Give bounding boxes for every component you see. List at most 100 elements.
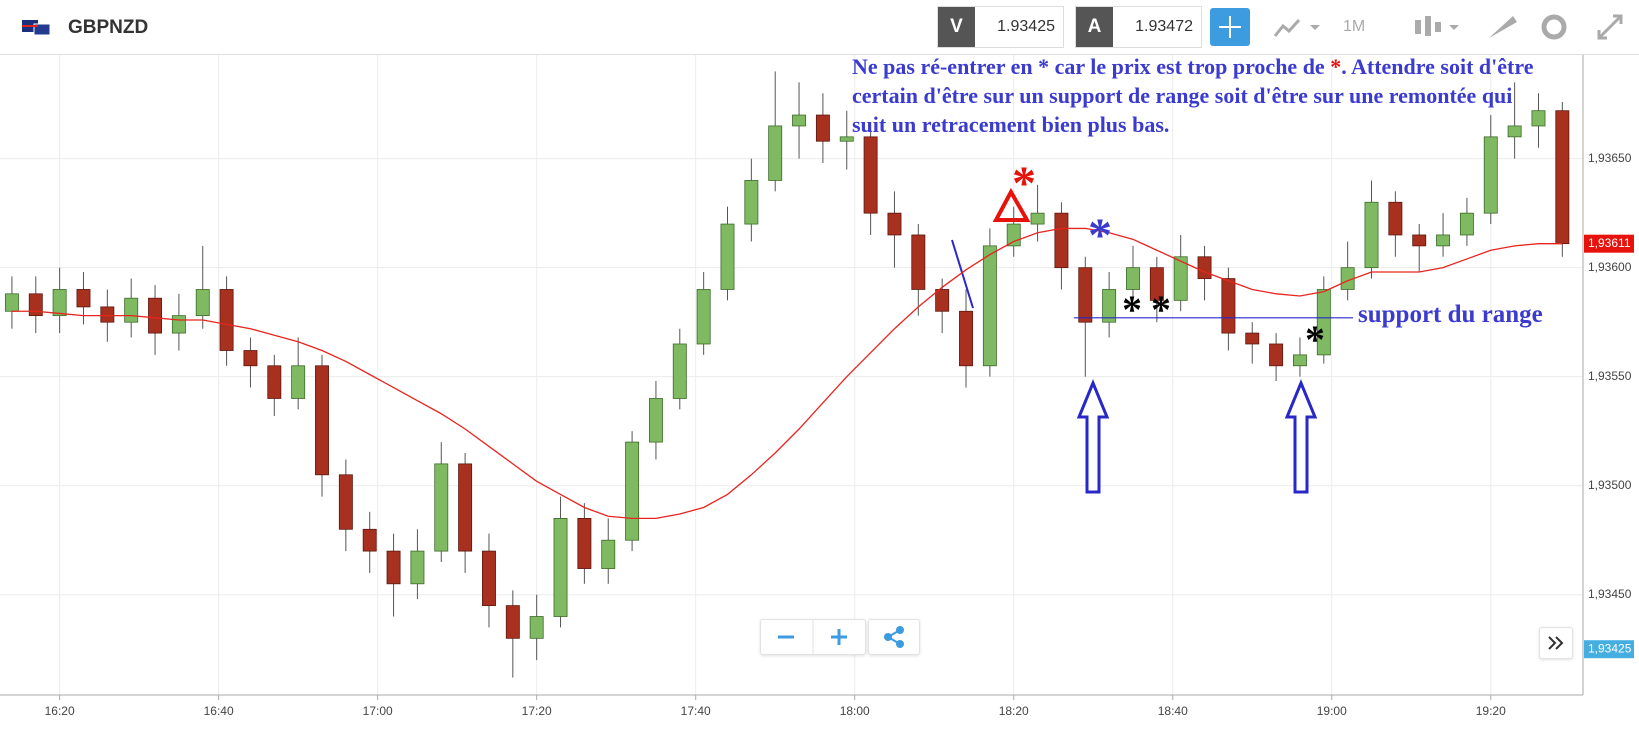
candle-body xyxy=(28,293,43,317)
candle-body xyxy=(1292,354,1307,367)
flag-icon xyxy=(22,20,51,36)
ask-box[interactable]: A 1.93472 xyxy=(1075,6,1202,48)
marker: * xyxy=(1305,317,1325,362)
chart-type-button[interactable] xyxy=(1265,0,1325,54)
candle-body xyxy=(100,306,115,323)
candle-body xyxy=(1412,234,1427,247)
arrow-up xyxy=(1076,379,1110,494)
candle-body xyxy=(601,539,616,569)
x-tick-label: 17:40 xyxy=(681,704,711,718)
candle-body xyxy=(458,463,473,552)
x-tick-label: 18:20 xyxy=(999,704,1029,718)
ask-label: A xyxy=(1076,7,1113,47)
x-tick-label: 19:00 xyxy=(1317,704,1347,718)
y-tick-label: 1,93500 xyxy=(1588,478,1632,492)
price-tag xyxy=(1584,640,1634,659)
candle-body xyxy=(935,289,950,312)
symbol: GBPNZD xyxy=(68,17,149,38)
candle-body xyxy=(1173,256,1188,301)
price-tag-label: 1,93611 xyxy=(1588,236,1631,250)
bid-box[interactable]: V 1.93425 xyxy=(937,6,1064,48)
candle-body xyxy=(148,297,162,334)
candle-body xyxy=(529,616,544,639)
candle-body xyxy=(887,212,902,236)
marker: * xyxy=(1122,287,1142,332)
annotation-note: Ne pas ré-entrer en * car le prix est tr… xyxy=(852,52,1542,139)
price-tag-label: 1,93425 xyxy=(1588,641,1632,655)
candle-body xyxy=(219,289,234,351)
candle-body xyxy=(959,310,973,367)
scroll-icon xyxy=(1548,636,1564,650)
candle-body xyxy=(386,550,401,585)
candle-body xyxy=(1221,278,1236,334)
candle-body xyxy=(505,605,520,639)
x-tick-label: 18:00 xyxy=(840,704,870,718)
candle-body xyxy=(982,245,997,367)
candle-body xyxy=(1388,201,1403,236)
candle-body xyxy=(648,398,663,443)
candle-body xyxy=(315,365,329,476)
candle-body xyxy=(625,441,640,541)
candle-body xyxy=(124,297,139,323)
candle-body xyxy=(1006,223,1021,247)
trend-line xyxy=(951,239,974,309)
crosshair-icon xyxy=(1219,16,1241,38)
scroll-right-button[interactable] xyxy=(1539,627,1573,659)
candle-body xyxy=(839,136,854,142)
candle-body xyxy=(243,350,258,367)
candle-body xyxy=(1459,212,1474,236)
x-tick-label: 16:20 xyxy=(45,704,75,718)
candle-body xyxy=(4,293,19,312)
fullscreen-button[interactable] xyxy=(1585,0,1635,54)
candle-body xyxy=(768,125,783,181)
moving-average xyxy=(11,227,1563,520)
candle-body xyxy=(863,136,878,214)
candle-body xyxy=(338,474,353,530)
x-tick-label: 17:20 xyxy=(522,704,552,718)
candle-body xyxy=(1269,343,1284,367)
candle-body xyxy=(434,463,449,552)
candle-body xyxy=(410,550,425,585)
marker: * xyxy=(1088,209,1112,262)
x-tick-label: 16:40 xyxy=(204,704,234,718)
candle-body xyxy=(267,365,282,399)
ask-price: 1.93472 xyxy=(1135,18,1193,35)
candle-body xyxy=(1483,136,1498,214)
candle-body xyxy=(1197,256,1212,279)
candle-body xyxy=(792,114,807,127)
settings-button[interactable] xyxy=(1530,0,1580,54)
timeframe[interactable]: 1M xyxy=(1343,18,1366,35)
candle-body xyxy=(553,517,568,617)
y-tick-label: 1,93450 xyxy=(1588,587,1632,601)
indicator-button[interactable] xyxy=(1405,0,1465,54)
candle-body xyxy=(720,223,735,290)
candle-body xyxy=(291,365,306,399)
zoom-icons xyxy=(778,620,847,654)
candle-body xyxy=(171,315,186,334)
warning-triangle xyxy=(992,187,1031,222)
share-icon xyxy=(884,626,904,648)
note-text: . Attendre soit d'être certain d'être su… xyxy=(852,54,1534,137)
candle-body xyxy=(482,550,496,607)
candle-body xyxy=(1102,289,1117,323)
bid-label: V xyxy=(938,7,975,47)
share-button[interactable] xyxy=(868,619,920,655)
candle-body xyxy=(1436,234,1451,247)
crosshair-button[interactable] xyxy=(1210,8,1250,46)
zoom-controls xyxy=(760,619,866,655)
y-tick-label: 1,93650 xyxy=(1588,151,1632,165)
candle-body xyxy=(696,289,711,345)
bid-price: 1.93425 xyxy=(997,18,1055,35)
zoom-in[interactable] xyxy=(831,629,847,645)
candle-body xyxy=(1054,212,1069,269)
candle-body xyxy=(815,114,830,142)
note-text: Ne pas ré-entrer en * car le prix est tr… xyxy=(852,54,1331,79)
candle-body xyxy=(1245,332,1260,345)
support-label: support du range xyxy=(1358,301,1543,328)
draw-button[interactable] xyxy=(1477,0,1527,54)
x-tick-label: 17:00 xyxy=(363,704,393,718)
toolbar: GBPNZD V 1.93425 A 1.93472 1M xyxy=(0,0,1639,55)
marker: * xyxy=(1012,157,1036,210)
note-marker: * xyxy=(1330,54,1342,79)
